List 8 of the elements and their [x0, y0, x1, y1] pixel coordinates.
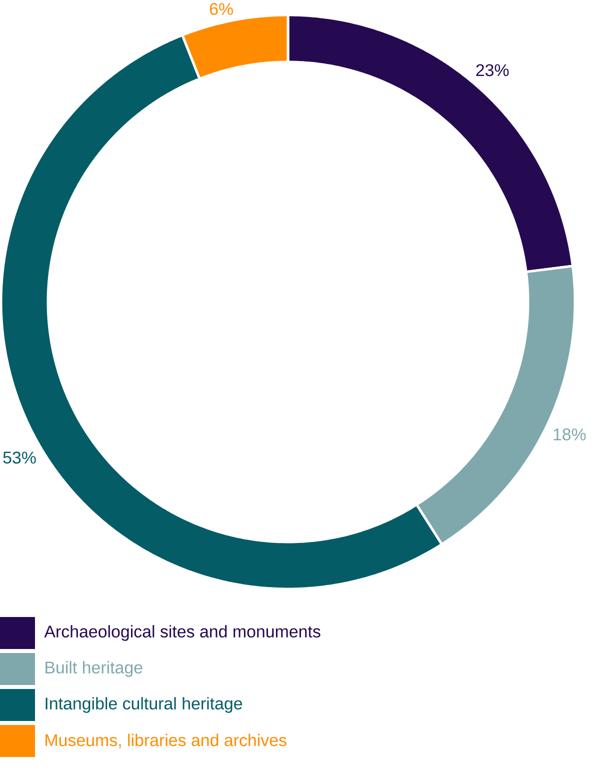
data-label: 6% [210, 2, 233, 15]
legend-label: Museums, libraries and archives [46, 734, 286, 748]
legend-label: Built heritage [46, 661, 142, 677]
legend-label: Archaeological sites and monuments [44, 625, 320, 641]
data-label: 53% [3, 452, 36, 464]
data-label: 23% [476, 64, 509, 76]
data-label: 18% [554, 428, 586, 440]
legend-label: Intangible cultural heritage [46, 697, 242, 713]
